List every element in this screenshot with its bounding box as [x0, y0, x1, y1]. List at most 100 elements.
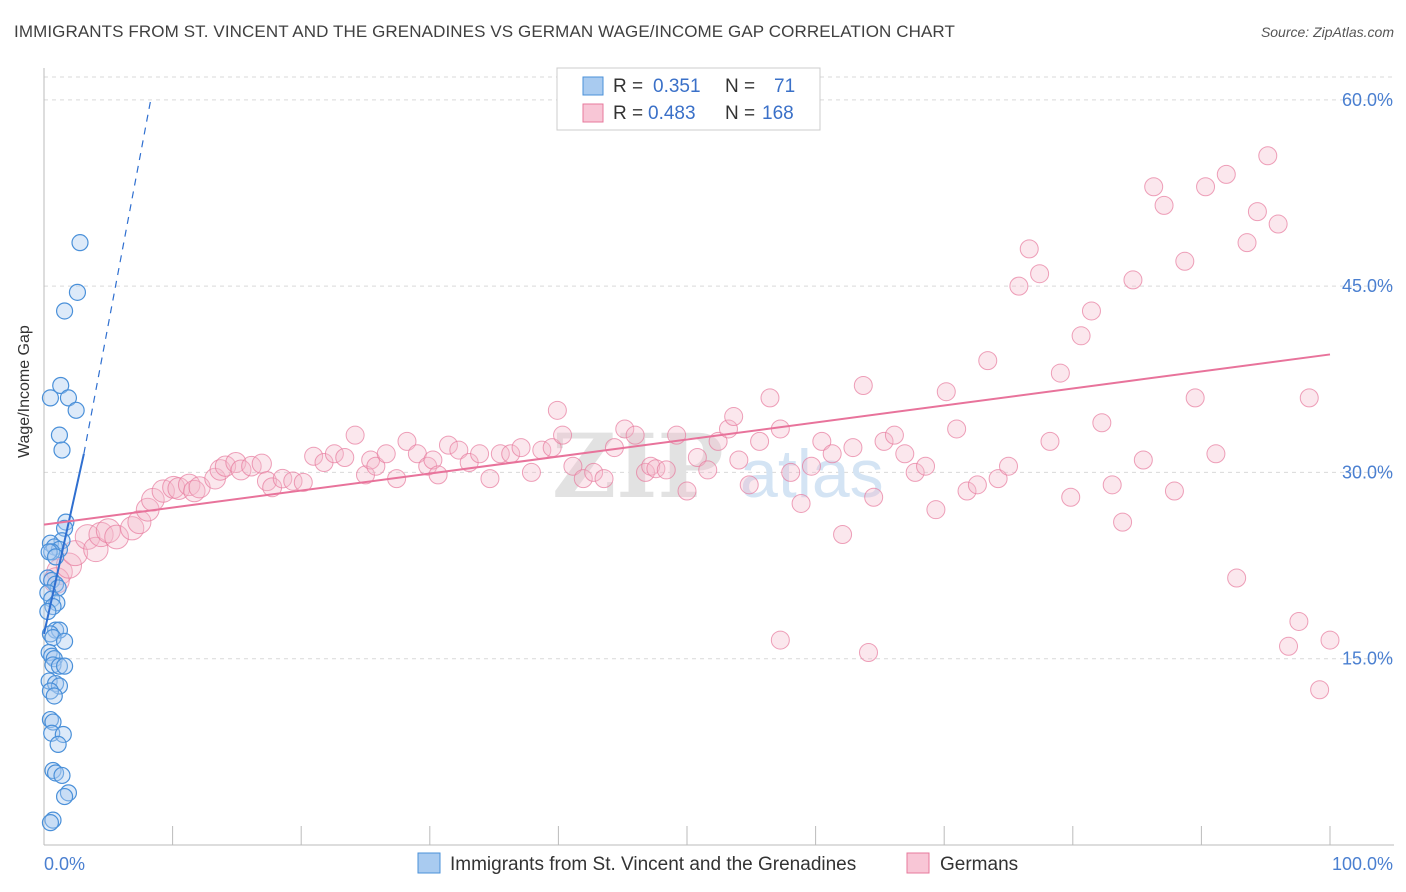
germans-point [1123, 270, 1143, 290]
legend-r-value-pink: 0.483 [648, 103, 696, 124]
germans-point [724, 407, 744, 427]
germans-point [677, 481, 697, 501]
germans-point [1050, 363, 1070, 383]
germans-point [770, 630, 790, 650]
germans-point [791, 493, 811, 513]
immigrants-point [41, 389, 60, 407]
immigrants-point [50, 657, 69, 675]
germans-point [625, 425, 645, 445]
germans-point [1009, 276, 1029, 296]
germans-point [1144, 177, 1164, 197]
germans-point [1216, 164, 1236, 184]
germans-point [74, 524, 101, 550]
germans-point [978, 351, 998, 371]
germans-point [967, 475, 987, 495]
source-label: Source: ZipAtlas.com [1260, 24, 1394, 40]
watermark-atlas: atlas [740, 436, 884, 512]
germans-point [127, 510, 152, 535]
germans-point [801, 456, 821, 476]
y-tick-label: 60.0% [1342, 90, 1393, 110]
immigrants-point [45, 687, 63, 705]
immigrants-point [53, 766, 71, 785]
germans-point [853, 375, 873, 395]
immigrants-point [44, 761, 62, 780]
germans-point [1154, 195, 1174, 215]
chart-title: IMMIGRANTS FROM ST. VINCENT AND THE GREN… [14, 22, 955, 41]
germans-point [916, 456, 936, 476]
germans-point [104, 524, 129, 550]
germans-trend-line [43, 353, 1331, 526]
x-tick-labels: 0.0% 100.0% [44, 854, 1393, 874]
germans-point [1268, 214, 1288, 234]
germans-point [884, 425, 904, 445]
legend-r-label-blue: R = [613, 76, 643, 97]
immigrants-points [39, 234, 89, 832]
germans-point [262, 477, 283, 498]
germans-point [781, 462, 801, 482]
germans-point [490, 444, 510, 464]
germans-point [1289, 611, 1309, 631]
legend-n-label-blue: N = [725, 76, 755, 97]
germans-point [905, 462, 925, 482]
germans-point [283, 471, 303, 491]
germans-point [423, 450, 443, 470]
germans-point [1030, 264, 1050, 284]
bottom-legend: Immigrants from St. Vincent and the Gren… [417, 852, 1018, 875]
germans-point [88, 521, 114, 548]
germans-point [438, 435, 458, 455]
germans-point [120, 516, 145, 541]
bottom-legend-swatch-immigrants [417, 852, 441, 874]
immigrants-point [41, 814, 60, 832]
germans-point [864, 487, 884, 507]
germans-point [573, 469, 593, 489]
legend-n-value-blue: 71 [774, 76, 795, 97]
immigrants-point [49, 735, 67, 754]
immigrants-point [44, 811, 62, 829]
legend-n-label-pink: N = [725, 103, 755, 124]
germans-point [1237, 233, 1257, 253]
bottom-legend-label-germans: Germans [940, 854, 1018, 875]
germans-point [553, 425, 573, 445]
germans-points [43, 146, 1340, 700]
germans-point [926, 500, 946, 520]
immigrants-point [50, 677, 69, 695]
germans-point [83, 536, 109, 563]
germans-point [225, 451, 247, 473]
germans-point [55, 552, 83, 579]
germans-point [636, 462, 656, 482]
germans-point [428, 465, 448, 485]
germans-point [936, 382, 956, 402]
germans-point [366, 456, 386, 476]
immigrants-point [55, 657, 74, 675]
germans-point [1133, 450, 1153, 470]
germans-point [1185, 388, 1205, 408]
germans-point [895, 444, 915, 464]
germans-point [547, 400, 567, 420]
germans-point [1081, 301, 1101, 321]
germans-point [1299, 388, 1319, 408]
germans-point [1258, 146, 1278, 166]
immigrants-point [52, 376, 70, 395]
germans-point [480, 469, 500, 489]
germans-point [812, 431, 832, 451]
y-tick-label: 45.0% [1342, 276, 1393, 296]
germans-point [521, 462, 541, 482]
germans-point [822, 444, 842, 464]
legend-swatch-pink [582, 103, 604, 123]
germans-point [256, 471, 278, 492]
germans-point [1113, 512, 1133, 532]
germans-point [729, 450, 749, 470]
germans-point [988, 469, 1008, 489]
germans-point [843, 438, 863, 458]
immigrants-point [55, 302, 74, 320]
germans-point [335, 448, 355, 468]
germans-point [646, 459, 666, 479]
germans-point [1310, 680, 1330, 700]
germans-point [687, 448, 707, 468]
germans-point [957, 481, 977, 501]
germans-point [641, 456, 661, 476]
germans-point [833, 525, 853, 545]
immigrants-point [68, 283, 87, 301]
germans-point [698, 460, 718, 480]
